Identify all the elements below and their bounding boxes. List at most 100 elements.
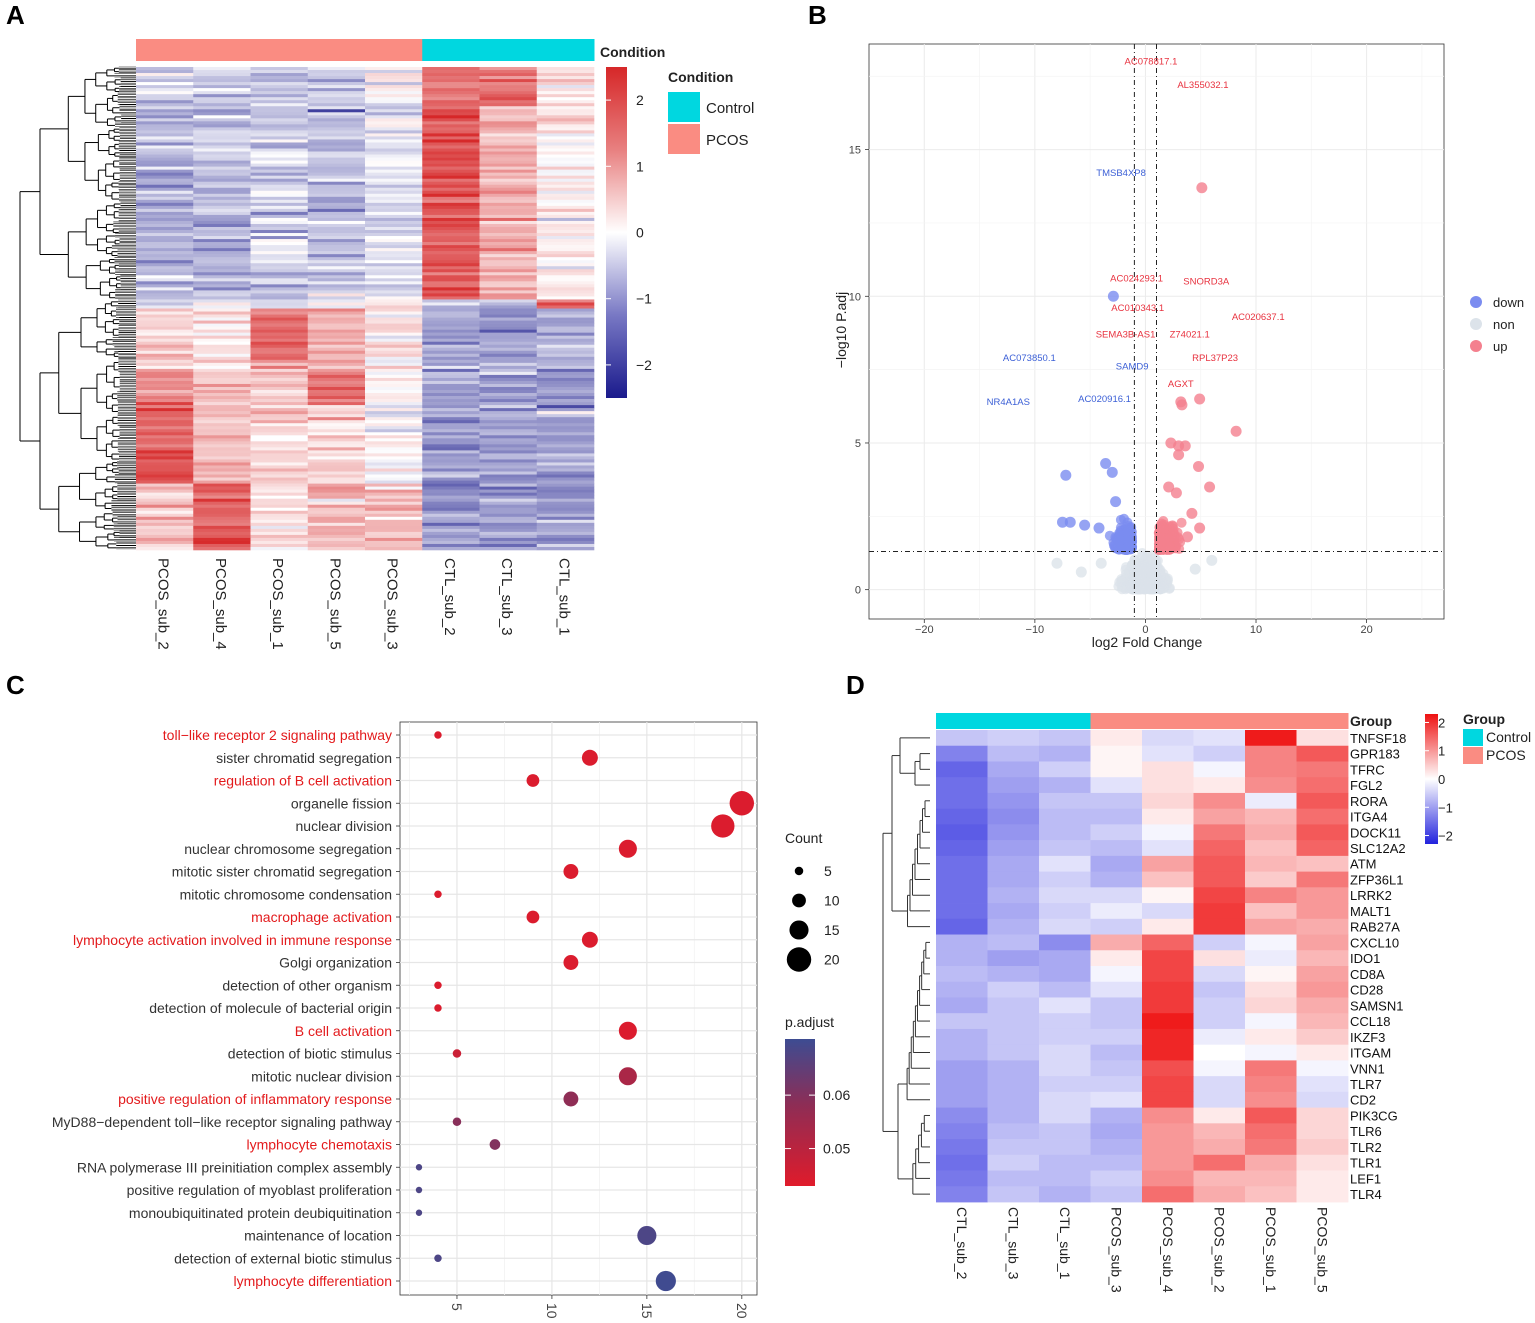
panel-a-cell xyxy=(307,477,366,481)
panel-d-cell xyxy=(1142,745,1194,762)
panel-a-cell xyxy=(422,356,480,361)
panel-a-cell xyxy=(536,546,595,551)
panel-b-point-down xyxy=(1110,496,1122,508)
panel-a-cell xyxy=(307,522,366,527)
panel-a-cell xyxy=(136,67,194,71)
panel-a-cell xyxy=(307,187,366,192)
panel-a-cell xyxy=(422,166,480,170)
panel-a-cell xyxy=(136,151,194,155)
panel-d-cell xyxy=(936,1060,988,1077)
panel-a-cell xyxy=(422,323,480,327)
panel-a-cell xyxy=(307,296,366,300)
panel-a-cell xyxy=(250,163,309,167)
panel-a-cell xyxy=(250,233,309,237)
panel-a-cell xyxy=(250,347,309,352)
panel-a-cell xyxy=(536,531,595,536)
panel-d-annotation-cell xyxy=(1039,713,1091,729)
panel-a-cell xyxy=(536,254,595,258)
panel-a-cell xyxy=(250,281,309,285)
panel-a-cell xyxy=(193,187,251,192)
panel-d-cell xyxy=(1142,1013,1194,1030)
panel-a-cell xyxy=(479,525,538,530)
panel-c-dots xyxy=(415,731,755,1292)
panel-a-cell xyxy=(536,528,595,533)
panel-a-cell xyxy=(136,103,194,107)
panel-a-cell xyxy=(536,504,595,509)
panel-b-point-up xyxy=(1170,487,1182,499)
panel-a-cell xyxy=(193,525,251,530)
panel-a-cell xyxy=(365,362,423,367)
panel-d-cell xyxy=(1296,808,1349,825)
panel-a-cell xyxy=(422,208,480,213)
panel-a-cell xyxy=(479,323,538,327)
panel-c-dot xyxy=(452,1049,462,1058)
panel-a-cell xyxy=(307,435,366,439)
panel-a-cell xyxy=(479,453,538,457)
panel-a-column-label: CTL_sub_3 xyxy=(498,558,515,636)
panel-a-cell xyxy=(479,118,538,122)
panel-c-size-legend-label: 20 xyxy=(824,952,840,968)
panel-a-cell xyxy=(479,408,538,412)
panel-d-row-label: CD8A xyxy=(1350,967,1385,982)
panel-a-cell xyxy=(422,202,480,207)
panel-d-row-label: ZFP36L1 xyxy=(1350,872,1403,887)
panel-a-cell xyxy=(479,100,538,104)
panel-a-cell xyxy=(536,492,595,496)
panel-a-cell xyxy=(250,263,309,267)
panel-c-term-label: mitotic nuclear division xyxy=(251,1068,392,1084)
panel-a-cell xyxy=(422,486,480,490)
panel-a-cell xyxy=(536,308,595,312)
panel-b-point-down xyxy=(1113,535,1124,546)
panel-a-cell xyxy=(250,109,309,113)
panel-a-cell xyxy=(193,269,251,273)
panel-d-cell xyxy=(1193,1154,1246,1171)
panel-a-cell xyxy=(365,386,423,391)
panel-d-column-label: PCOS_sub_4 xyxy=(1160,1207,1176,1293)
panel-a-cell xyxy=(136,311,194,315)
panel-a-cell xyxy=(536,239,595,243)
panel-a-cell xyxy=(422,290,480,294)
panel-c-xtick-label: 20 xyxy=(734,1303,750,1319)
panel-a-cell xyxy=(307,465,366,469)
panel-a-cell xyxy=(536,365,595,370)
panel-a-cell xyxy=(193,251,251,255)
panel-a-cell xyxy=(136,115,194,119)
panel-a-cell xyxy=(250,408,309,412)
panel-a-cell xyxy=(250,230,309,234)
panel-d-cell xyxy=(1296,918,1349,935)
panel-a-cell xyxy=(136,278,194,282)
panel-a-cell xyxy=(536,233,595,237)
panel-a-cell xyxy=(422,70,480,74)
panel-d-cell xyxy=(1090,824,1143,841)
panel-a-cell xyxy=(307,239,366,243)
panel-a-cell xyxy=(307,293,366,297)
panel-a-cell xyxy=(422,97,480,101)
panel-d-cell xyxy=(1090,1139,1143,1156)
panel-d-cell xyxy=(1296,1139,1349,1156)
panel-d-cell xyxy=(1142,1154,1194,1171)
panel-d-cell xyxy=(1142,855,1194,872)
panel-a-cell xyxy=(536,468,595,472)
panel-a-cell xyxy=(136,220,194,225)
panel-a-cell xyxy=(365,471,423,475)
panel-c-dot xyxy=(618,839,637,858)
panel-d-cell xyxy=(987,950,1040,967)
panel-a-cell xyxy=(307,423,366,427)
panel-a-cell xyxy=(536,408,595,412)
panel-a-cell xyxy=(422,456,480,460)
panel-a-cell xyxy=(536,444,595,448)
panel-a-cell xyxy=(422,408,480,412)
panel-a-cell xyxy=(536,193,595,198)
panel-a-cell xyxy=(536,501,595,506)
panel-a-cell xyxy=(536,251,595,255)
panel-a-cell xyxy=(193,239,251,243)
panel-a-cell xyxy=(536,465,595,469)
panel-a-cell xyxy=(479,139,538,143)
panel-a-cell xyxy=(250,477,309,481)
panel-a-cell xyxy=(307,516,366,521)
panel-a-cell xyxy=(136,260,194,264)
panel-a-cell xyxy=(479,211,538,216)
panel-a-cell xyxy=(136,420,194,424)
panel-a-cell xyxy=(250,202,309,207)
